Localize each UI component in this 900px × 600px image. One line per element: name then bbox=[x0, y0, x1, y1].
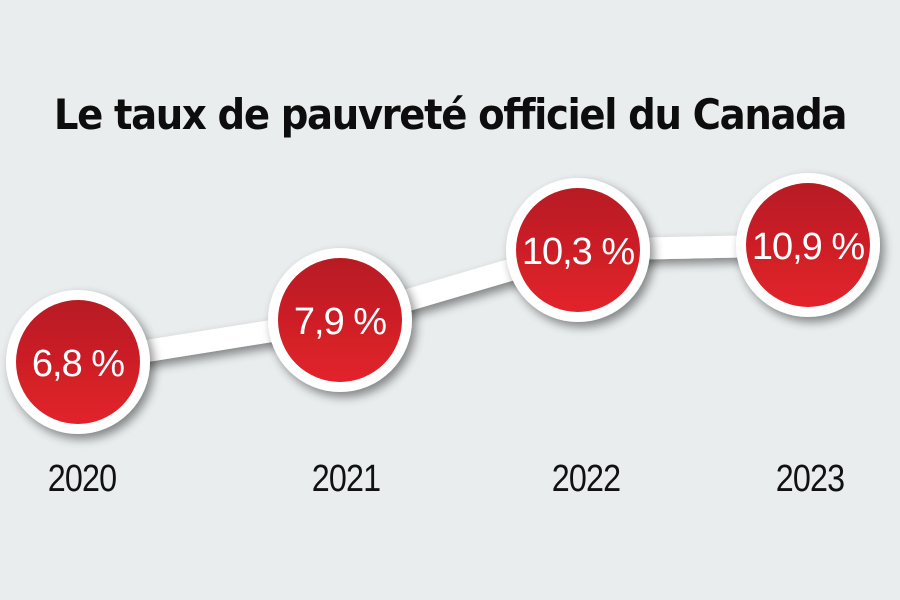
x-tick-2023: 2023 bbox=[775, 458, 845, 500]
x-tick-2022: 2022 bbox=[551, 458, 621, 500]
value-label: 10,9 % bbox=[752, 226, 865, 268]
x-tick-2021: 2021 bbox=[311, 458, 381, 500]
data-point-2021: 7,9 % bbox=[268, 248, 412, 392]
value-label: 6,8 % bbox=[32, 343, 124, 385]
value-label: 10,3 % bbox=[522, 231, 635, 273]
data-point-2023: 10,9 % bbox=[736, 173, 880, 317]
data-point-2022: 10,3 % bbox=[506, 178, 650, 322]
data-point-2020: 6,8 % bbox=[6, 290, 150, 434]
x-tick-2020: 2020 bbox=[47, 458, 117, 500]
value-label: 7,9 % bbox=[294, 301, 386, 343]
connector-line bbox=[76, 234, 809, 373]
chart-title: Le taux de pauvreté officiel du Canada bbox=[53, 90, 848, 139]
